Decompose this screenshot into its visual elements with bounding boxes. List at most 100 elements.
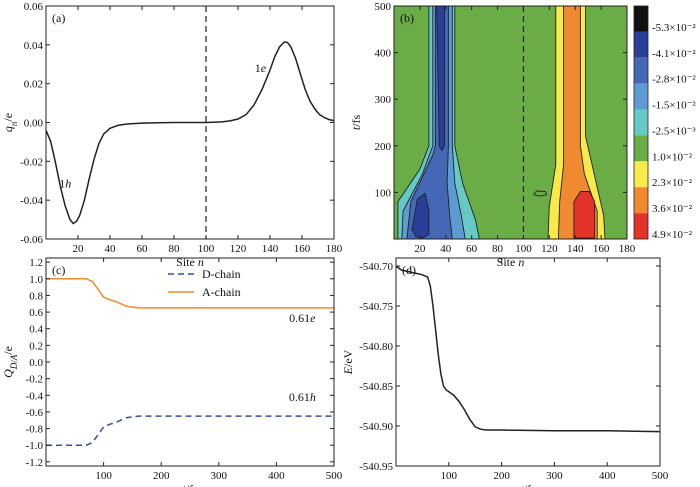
x-tick-label: 120 xyxy=(541,243,558,255)
x-tick-label: 160 xyxy=(294,243,311,255)
x-tick-label: 500 xyxy=(652,470,669,482)
x-tick-label: 200 xyxy=(153,470,170,482)
annotation-1: 0.61e xyxy=(289,311,316,325)
x-tick-label: 160 xyxy=(593,243,610,255)
contour-region-5 xyxy=(411,192,430,239)
colorbar-swatch-5 xyxy=(634,109,648,136)
panel-3: 100 200 300 400 500 -1.2 -1.0 -0.8 -0.6 -0.4 -0.2 0… xyxy=(1,257,343,487)
colorbar-label-3: -2.8×10⁻² xyxy=(652,74,696,86)
y-tick-label: 1.0 xyxy=(29,274,43,286)
y-tick-label: 100 xyxy=(375,187,392,199)
x-tick-label: 20 xyxy=(414,243,426,255)
annotation-2: 0.61h xyxy=(289,390,316,404)
y-tick-label: 1.2 xyxy=(29,257,43,269)
y-axis-label: qn/e xyxy=(1,113,19,132)
x-tick-label: 200 xyxy=(493,470,510,482)
plot-frame xyxy=(45,257,335,467)
x-tick-label: 140 xyxy=(567,243,584,255)
contour-region-9 xyxy=(533,190,548,197)
x-tick-label: 140 xyxy=(262,243,279,255)
series-line-1 xyxy=(395,265,661,433)
x-axis-label: Site n xyxy=(176,255,204,269)
x-tick-label: 400 xyxy=(268,470,285,482)
panel-2: -5.3×10⁻² -4.1×10⁻² -2.8×10⁻² -1.5×10⁻² -2.5… xyxy=(349,1,696,269)
colorbar-label-1: -5.3×10⁻² xyxy=(652,22,696,34)
y-tick-label: 0.2 xyxy=(29,340,43,352)
y-axis-label: E/eV xyxy=(341,349,355,375)
y-tick-label: -0.04 xyxy=(20,195,43,207)
y-tick-label: 0.00 xyxy=(24,118,44,130)
panel-1: 20 40 60 80 100 120 140 160 180 -0.06 -0.04 -0.02 0.… xyxy=(1,1,343,269)
x-tick-label: 300 xyxy=(546,470,563,482)
colorbar-label-5: -2.5×10⁻³ xyxy=(652,125,696,137)
contour-region-8 xyxy=(573,191,596,239)
x-tick-label: 180 xyxy=(326,243,343,255)
x-tick-label: 500 xyxy=(326,470,343,482)
y-tick-label: 0.6 xyxy=(29,307,43,319)
y-tick-label: 0.8 xyxy=(29,290,43,302)
colorbar-label-6: 1.0×10⁻² xyxy=(652,151,693,163)
y-tick-label: 0.02 xyxy=(24,79,43,91)
colorbar-swatch-8 xyxy=(634,187,648,214)
colorbar-swatch-6 xyxy=(634,135,648,162)
y-tick-label: -540.70 xyxy=(359,261,393,273)
colorbar-swatch-4 xyxy=(634,83,648,110)
panel-4: 100 200 300 400 500 -540.95 -540.90 -540.85 -540… xyxy=(341,257,669,487)
y-tick-label: -0.8 xyxy=(26,424,44,436)
x-tick-label: 60 xyxy=(137,243,149,255)
x-tick-label: 400 xyxy=(599,470,616,482)
y-tick-label: -540.80 xyxy=(359,341,393,353)
colorbar-swatch-7 xyxy=(634,161,648,188)
x-axis-label: t/fs xyxy=(182,482,198,487)
legend-label-d-chain: D-chain xyxy=(202,267,241,281)
y-tick-label: -1.2 xyxy=(26,457,43,469)
y-tick-label: -0.06 xyxy=(20,234,43,246)
x-tick-label: 120 xyxy=(230,243,247,255)
colorbar-label-9: 4.9×10⁻² xyxy=(652,229,693,241)
x-tick-label: 100 xyxy=(198,243,215,255)
y-tick-label: 300 xyxy=(375,94,392,106)
panel-label: (d) xyxy=(402,263,416,277)
x-tick-label: 40 xyxy=(105,243,117,255)
x-tick-label: 100 xyxy=(441,470,458,482)
panel-label: (b) xyxy=(400,11,414,25)
y-tick-label: 200 xyxy=(375,141,392,153)
y-tick-label: -540.95 xyxy=(359,461,393,473)
x-tick-label: 180 xyxy=(619,243,636,255)
x-axis-label: Site n xyxy=(497,255,525,269)
y-tick-label: 0.04 xyxy=(24,40,44,52)
annotation-2: 1e xyxy=(255,61,267,75)
y-tick-label: -0.6 xyxy=(26,407,44,419)
y-tick-label: 400 xyxy=(375,48,392,60)
colorbar-label-2: -4.1×10⁻² xyxy=(652,48,696,60)
y-tick-label: 500 xyxy=(375,1,392,13)
x-tick-label: 100 xyxy=(515,243,532,255)
annotation-1: 1h xyxy=(59,177,71,191)
x-axis-label: t/fs xyxy=(520,482,536,487)
y-tick-label: -0.4 xyxy=(26,390,44,402)
legend-label-a-chain: A-chain xyxy=(202,285,241,299)
y-tick-label: 0.06 xyxy=(24,1,44,13)
x-tick-label: 80 xyxy=(169,243,181,255)
colorbar-swatch-2 xyxy=(634,31,648,58)
y-tick-label: -0.02 xyxy=(20,156,43,168)
colorbar-frame xyxy=(633,5,649,240)
plot-frame xyxy=(393,5,628,240)
y-tick-label: 0.4 xyxy=(29,324,43,336)
colorbar-label-8: 3.6×10⁻² xyxy=(652,203,693,215)
contour-region-4 xyxy=(436,6,445,151)
colorbar-label-4: -1.5×10⁻² xyxy=(652,100,696,112)
y-tick-label: 0.0 xyxy=(29,357,43,369)
y-tick-label: -1.0 xyxy=(26,440,44,452)
contour-region-7 xyxy=(557,6,598,239)
x-tick-label: 40 xyxy=(440,243,452,255)
x-tick-label: 20 xyxy=(73,243,85,255)
colorbar-swatch-9 xyxy=(634,213,648,239)
x-tick-label: 300 xyxy=(211,470,228,482)
colorbar-label-7: 2.3×10⁻² xyxy=(652,177,693,189)
colorbar-swatch-3 xyxy=(634,57,648,84)
panel-label: (c) xyxy=(52,263,65,277)
y-tick-label: -540.85 xyxy=(359,381,393,393)
series-line-d-chain xyxy=(46,415,334,446)
